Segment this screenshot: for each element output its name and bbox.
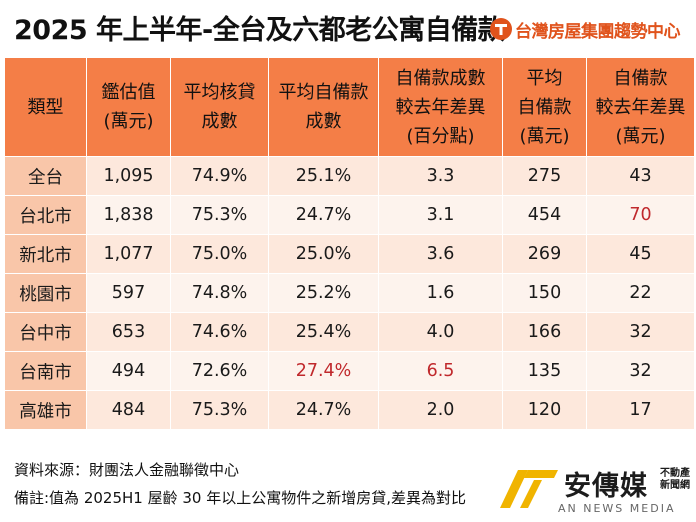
column-header-line: 平均自備款 bbox=[278, 82, 369, 103]
table-cell: 494 bbox=[86, 351, 171, 391]
column-header: 自備款成數較去年差異 (百分點) bbox=[378, 57, 503, 157]
table-cell: 43 bbox=[586, 156, 695, 196]
column-header-line: 平均核貸 bbox=[183, 82, 256, 103]
row-category: 桃園市 bbox=[4, 273, 87, 313]
table-cell: 454 bbox=[502, 195, 587, 235]
table-row: 高雄市 484 75.3% 24.7% 2.0 120 17 bbox=[4, 390, 695, 430]
column-header-line: (萬元) bbox=[519, 125, 570, 147]
table-cell: 1,838 bbox=[86, 195, 171, 235]
title-bar: 2025 年上半年-全台及六都老公寓自備款 台灣房屋集團趨勢中心 bbox=[0, 0, 696, 56]
table-cell: 3.6 bbox=[378, 234, 503, 274]
table-cell: 135 bbox=[502, 351, 587, 391]
table-cell: 150 bbox=[502, 273, 587, 313]
taiwan-realty-logo-icon bbox=[490, 18, 512, 40]
table-cell: 25.0% bbox=[268, 234, 379, 274]
table-cell: 75.3% bbox=[170, 195, 269, 235]
table-cell: 120 bbox=[502, 390, 587, 430]
page-title: 2025 年上半年-全台及六都老公寓自備款 bbox=[14, 15, 505, 46]
column-header-line: 較去年差異 bbox=[395, 96, 486, 118]
table-cell: 275 bbox=[502, 156, 587, 196]
brand: 台灣房屋集團趨勢中心 bbox=[490, 14, 681, 44]
table-cell: 1,095 bbox=[86, 156, 171, 196]
table-cell: 45 bbox=[586, 234, 695, 274]
column-header-line: 成數 bbox=[305, 111, 342, 132]
watermark-tagline: 不動產新聞網 bbox=[660, 468, 690, 491]
row-category: 新北市 bbox=[4, 234, 87, 274]
column-header-line: (百分點) bbox=[406, 125, 475, 147]
column-header: 自備款較去年差異 (萬元) bbox=[586, 57, 695, 157]
table-cell: 22 bbox=[586, 273, 695, 313]
column-header-line: 鑑估值 bbox=[101, 82, 156, 103]
an-media-logo-icon bbox=[498, 466, 560, 514]
table-row: 桃園市 597 74.8% 25.2% 1.6 150 22 bbox=[4, 273, 695, 313]
brand-name: 台灣房屋集團趨勢中心 bbox=[515, 21, 681, 42]
column-header-line: 自備款 bbox=[517, 96, 572, 118]
table-cell: 3.1 bbox=[378, 195, 503, 235]
column-header-line: (萬元) bbox=[615, 125, 666, 147]
table-cell: 4.0 bbox=[378, 312, 503, 352]
row-category: 全台 bbox=[4, 156, 87, 196]
table-cell: 74.9% bbox=[170, 156, 269, 196]
source-note: 資料來源：財團法人金融聯徵中心 bbox=[14, 461, 240, 479]
watermark-english: AN NEWS MEDIA bbox=[558, 502, 676, 515]
table-row: 台南市 494 72.6% 27.4% 6.5 135 32 bbox=[4, 351, 695, 391]
table-cell: 653 bbox=[86, 312, 171, 352]
table-cell: 24.7% bbox=[268, 195, 379, 235]
table-row: 台北市 1,838 75.3% 24.7% 3.1 454 70 bbox=[4, 195, 695, 235]
down-payment-table: 類型 鑑估值 (萬元) 平均核貸 成數 平均自備款 成數 自備款成數 較去年差異 (百分點) 平均自… bbox=[4, 57, 695, 430]
column-header-line: 成數 bbox=[201, 111, 238, 132]
table-cell: 75.0% bbox=[170, 234, 269, 274]
row-category: 高雄市 bbox=[4, 390, 87, 430]
table-cell: 72.6% bbox=[170, 351, 269, 391]
table-cell: 3.3 bbox=[378, 156, 503, 196]
table-cell: 24.7% bbox=[268, 390, 379, 430]
column-header: 類型 bbox=[4, 57, 87, 157]
table-cell: 74.8% bbox=[170, 273, 269, 313]
column-header-line: 較去年差異 bbox=[595, 96, 686, 118]
table-cell: 25.4% bbox=[268, 312, 379, 352]
table-cell: 1.6 bbox=[378, 273, 503, 313]
watermark: 安傳媒 不動產新聞網 AN NEWS MEDIA bbox=[498, 462, 694, 520]
table-cell: 25.1% bbox=[268, 156, 379, 196]
column-header: 平均自備款 成數 bbox=[268, 57, 379, 157]
column-header-line: 自備款成數 bbox=[395, 67, 486, 89]
table-cell: 269 bbox=[502, 234, 587, 274]
table-cell: 17 bbox=[586, 390, 695, 430]
table-cell: 25.2% bbox=[268, 273, 379, 313]
table-row: 台中市 653 74.6% 25.4% 4.0 166 32 bbox=[4, 312, 695, 352]
row-category: 台南市 bbox=[4, 351, 87, 391]
column-header-line: 類型 bbox=[27, 96, 64, 118]
column-header: 平均自備款 (萬元) bbox=[502, 57, 587, 157]
row-category: 台中市 bbox=[4, 312, 87, 352]
table-cell: 74.6% bbox=[170, 312, 269, 352]
header-row: 類型 鑑估值 (萬元) 平均核貸 成數 平均自備款 成數 自備款成數 較去年差異 (百分點) 平均自… bbox=[4, 57, 695, 157]
footnote: 備註:值為 2025H1 屋齡 30 年以上公寓物件之新增房貸,差異為對比 bbox=[14, 489, 466, 507]
table-body: 全台 1,095 74.9% 25.1% 3.3 275 43 台北市 1,838 75.3% 24… bbox=[4, 156, 695, 430]
table-cell: 166 bbox=[502, 312, 587, 352]
table-cell: 70 bbox=[586, 195, 695, 235]
table-cell: 484 bbox=[86, 390, 171, 430]
table-cell: 27.4% bbox=[268, 351, 379, 391]
table-cell: 32 bbox=[586, 312, 695, 352]
column-header: 平均核貸 成數 bbox=[170, 57, 269, 157]
table-cell: 597 bbox=[86, 273, 171, 313]
table-cell: 2.0 bbox=[378, 390, 503, 430]
table-cell: 1,077 bbox=[86, 234, 171, 274]
table-cell: 32 bbox=[586, 351, 695, 391]
watermark-name: 安傳媒 bbox=[564, 471, 648, 502]
table-row: 全台 1,095 74.9% 25.1% 3.3 275 43 bbox=[4, 156, 695, 196]
column-header-line: 自備款 bbox=[613, 67, 668, 89]
row-category: 台北市 bbox=[4, 195, 87, 235]
table-cell: 6.5 bbox=[378, 351, 503, 391]
table-row: 新北市 1,077 75.0% 25.0% 3.6 269 45 bbox=[4, 234, 695, 274]
table-cell: 75.3% bbox=[170, 390, 269, 430]
column-header-line: (萬元) bbox=[103, 111, 154, 132]
column-header-line: 平均 bbox=[526, 67, 563, 89]
column-header: 鑑估值 (萬元) bbox=[86, 57, 171, 157]
